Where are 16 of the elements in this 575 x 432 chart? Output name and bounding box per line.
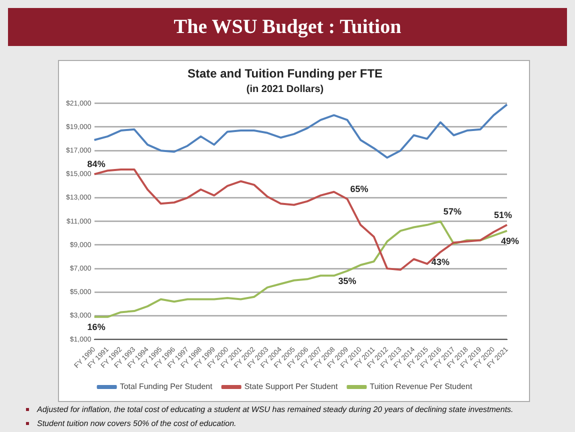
annotation: 49% [500,236,520,246]
text: Student tuition now covers 50% of the cost of education. [37,418,236,428]
annotation: 51% [494,210,512,220]
annotation: 43% [431,257,450,268]
legend-label: Total Funding Per Student [120,382,214,392]
text: (in 2021 Dollars) [246,84,324,96]
chart-title: The WSU Budget : Tuition [174,16,402,38]
annotation: 57% [443,206,462,216]
annotation: 84% [87,159,106,170]
text: Adjusted for inflation, the total cost of educating a student at WSU has remained steady during 20 years of declining state investments. [37,404,514,414]
legend-label: State Support Per Student [244,382,339,392]
legend-label: Tuition Revenue Per Student [370,382,473,392]
annotation: 35% [338,276,356,286]
annotation: 16% [87,322,106,332]
annotation: 65% [350,184,368,194]
chart-subtitle: State and Tuition Funding per FTE [187,66,383,81]
